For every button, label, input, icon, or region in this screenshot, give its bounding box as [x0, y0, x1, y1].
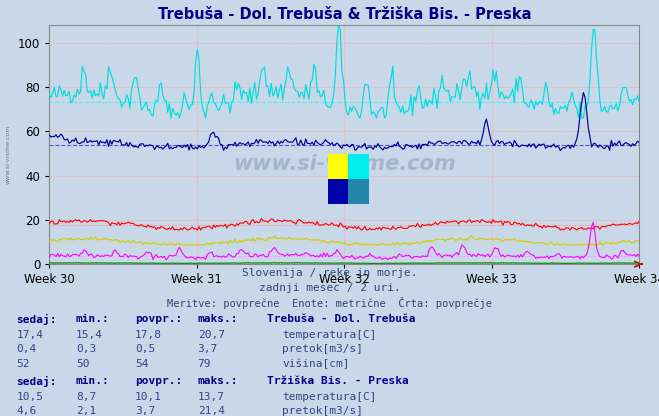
Text: Trebuša - Dol. Trebuša: Trebuša - Dol. Trebuša — [267, 314, 415, 324]
Text: min.:: min.: — [76, 314, 109, 324]
Text: www.si-vreme.com: www.si-vreme.com — [5, 124, 11, 184]
Text: povpr.:: povpr.: — [135, 376, 183, 386]
Text: 3,7: 3,7 — [198, 344, 218, 354]
Text: 79: 79 — [198, 359, 211, 369]
Text: sedaj:: sedaj: — [16, 314, 57, 325]
Text: pretok[m3/s]: pretok[m3/s] — [282, 406, 363, 416]
Text: 17,4: 17,4 — [16, 330, 43, 340]
Text: 10,1: 10,1 — [135, 392, 162, 402]
Bar — [328, 154, 348, 179]
Text: povpr.:: povpr.: — [135, 314, 183, 324]
Text: Slovenija / reke in morje.: Slovenija / reke in morje. — [242, 268, 417, 278]
Text: Meritve: povprečne  Enote: metrične  Črta: povprečje: Meritve: povprečne Enote: metrične Črta:… — [167, 297, 492, 310]
Text: maks.:: maks.: — [198, 376, 238, 386]
Text: višina[cm]: višina[cm] — [282, 359, 349, 369]
Bar — [348, 179, 368, 204]
Text: 20,7: 20,7 — [198, 330, 225, 340]
Bar — [348, 154, 368, 179]
Text: temperatura[C]: temperatura[C] — [282, 330, 376, 340]
Title: Trebuša - Dol. Trebuša & Tržiška Bis. - Preska: Trebuša - Dol. Trebuša & Tržiška Bis. - … — [158, 7, 531, 22]
Text: 52: 52 — [16, 359, 30, 369]
Text: 8,7: 8,7 — [76, 392, 96, 402]
Bar — [328, 179, 348, 204]
Text: 0,3: 0,3 — [76, 344, 96, 354]
Text: maks.:: maks.: — [198, 314, 238, 324]
Text: 0,5: 0,5 — [135, 344, 156, 354]
Text: 13,7: 13,7 — [198, 392, 225, 402]
Text: zadnji mesec / 2 uri.: zadnji mesec / 2 uri. — [258, 283, 401, 293]
Text: sedaj:: sedaj: — [16, 376, 57, 387]
Text: Tržiška Bis. - Preska: Tržiška Bis. - Preska — [267, 376, 409, 386]
Text: 17,8: 17,8 — [135, 330, 162, 340]
Text: temperatura[C]: temperatura[C] — [282, 392, 376, 402]
Text: 21,4: 21,4 — [198, 406, 225, 416]
Text: 0,4: 0,4 — [16, 344, 37, 354]
Text: 50: 50 — [76, 359, 89, 369]
Text: 4,6: 4,6 — [16, 406, 37, 416]
Text: pretok[m3/s]: pretok[m3/s] — [282, 344, 363, 354]
Text: 2,1: 2,1 — [76, 406, 96, 416]
Text: 3,7: 3,7 — [135, 406, 156, 416]
Text: 10,5: 10,5 — [16, 392, 43, 402]
Text: www.si-vreme.com: www.si-vreme.com — [233, 154, 455, 174]
Text: min.:: min.: — [76, 376, 109, 386]
Text: 54: 54 — [135, 359, 148, 369]
Text: 15,4: 15,4 — [76, 330, 103, 340]
